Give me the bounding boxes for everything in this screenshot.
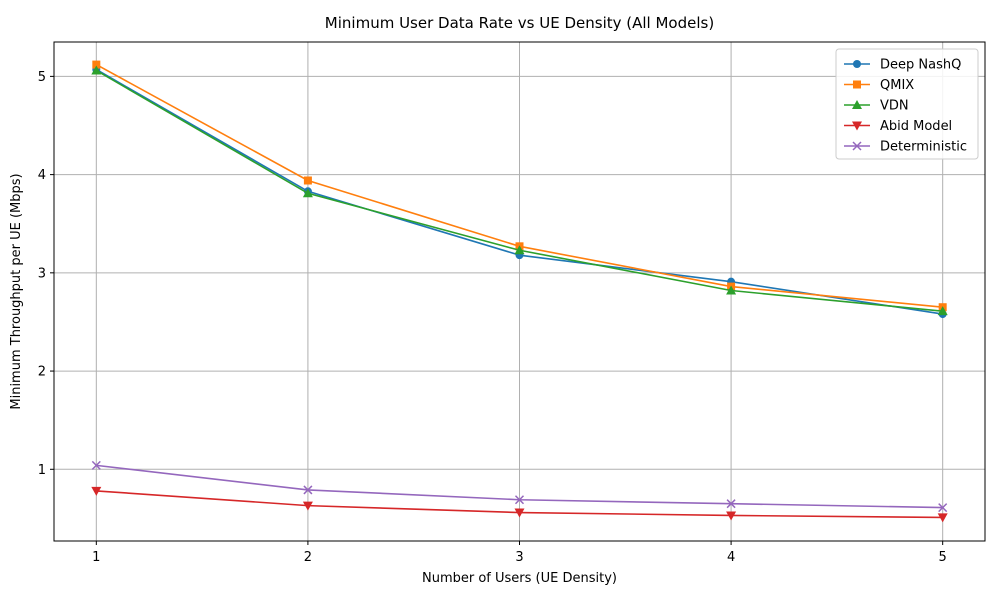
legend-item-deterministic: Deterministic (844, 140, 967, 155)
x-tick-label: 1 (92, 550, 100, 565)
legend-marker (853, 80, 861, 89)
legend-item-vdn: VDN (844, 99, 909, 114)
y-axis-label: Minimum Throughput per UE (Mbps) (9, 173, 24, 409)
axis-ticks: 1 2 3 4 5 1 2 3 4 5 (38, 70, 947, 565)
legend-label: Abid Model (880, 119, 952, 134)
x-tick-label: 2 (304, 550, 312, 565)
y-tick-label: 1 (38, 463, 46, 478)
legend-marker (852, 121, 862, 131)
data-point-deterministic (938, 503, 948, 513)
data-point-abid-model (726, 511, 737, 521)
data-point-deterministic (726, 499, 736, 509)
y-tick-label: 5 (38, 70, 46, 85)
x-tick-label: 3 (515, 550, 523, 565)
series-deterministic (91, 460, 948, 513)
chart-title: Minimum User Data Rate vs UE Density (Al… (325, 14, 714, 32)
data-point-abid-model (937, 513, 948, 523)
x-tick-label: 5 (939, 550, 947, 565)
legend-marker (853, 60, 861, 68)
legend-label: Deterministic (880, 140, 967, 155)
data-point-vdn (726, 285, 737, 295)
legend-item-qmix: QMIX (844, 78, 914, 93)
series-group (91, 60, 948, 523)
y-tick-label: 3 (38, 266, 46, 281)
x-tick-label: 4 (727, 550, 735, 565)
data-point-vdn (302, 188, 313, 198)
data-point-vdn (91, 65, 102, 75)
legend-marker (852, 141, 862, 151)
legend-label: Deep NashQ (880, 58, 961, 73)
data-point-deterministic (303, 485, 313, 495)
y-tick-label: 2 (38, 365, 46, 380)
data-point-vdn (514, 245, 525, 255)
data-point-vdn (937, 306, 948, 316)
grid (54, 42, 985, 541)
data-point-qmix (303, 176, 312, 185)
series-abid-model (91, 486, 948, 523)
data-point-abid-model (302, 501, 313, 511)
data-point-deterministic (91, 460, 101, 470)
legend-box (835, 48, 979, 160)
data-point-deterministic (514, 495, 525, 505)
data-point-abid-model (514, 508, 525, 518)
legend-marker (852, 100, 862, 109)
legend: Deep NashQ QMIX VDN Abid Model Deterministic (835, 48, 979, 160)
legend-item-deep-nashq: Deep NashQ (844, 58, 961, 73)
data-point-qmix (92, 60, 101, 69)
legend-label: QMIX (880, 78, 914, 93)
y-tick-label: 4 (38, 168, 46, 183)
data-point-abid-model (91, 486, 102, 496)
legend-label: VDN (880, 99, 909, 114)
x-axis-label: Number of Users (UE Density) (422, 571, 617, 586)
series-vdn (91, 65, 948, 316)
legend-item-abid-model: Abid Model (844, 119, 952, 134)
